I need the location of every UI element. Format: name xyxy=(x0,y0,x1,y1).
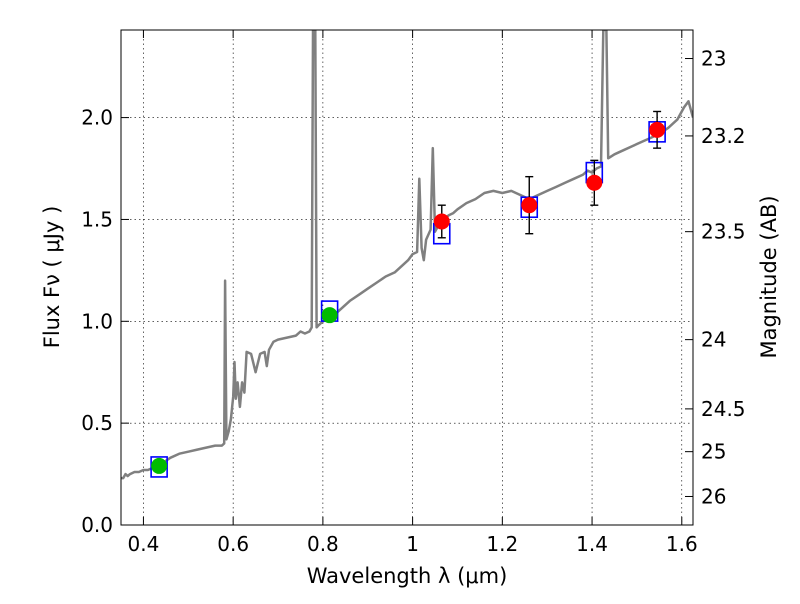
right-axis-label: Magnitude (AB) xyxy=(757,195,781,358)
right-tick-label: 23.2 xyxy=(701,124,746,148)
y-tick-label: 0.0 xyxy=(81,513,113,537)
x-tick-label: 0.8 xyxy=(307,532,339,556)
y-tick-label: 1.0 xyxy=(81,309,113,333)
y-tick-label: 1.5 xyxy=(81,207,113,231)
observed-point xyxy=(151,457,168,474)
observed-point xyxy=(649,121,666,138)
right-tick-label: 25 xyxy=(701,440,726,464)
x-tick-label: 1.4 xyxy=(576,532,608,556)
observed-point xyxy=(433,213,450,230)
y-tick-label: 2.0 xyxy=(81,106,113,130)
right-tick-label: 23.5 xyxy=(701,220,746,244)
y-axis-label: Flux Fν ( μJy ) xyxy=(40,206,64,349)
x-tick-label: 1.6 xyxy=(666,532,698,556)
observed-point xyxy=(321,307,338,324)
plot-area xyxy=(121,30,693,480)
x-tick-label: 1.2 xyxy=(486,532,518,556)
ticks: 0.4 0.6 0.8 1 1.2 1.4 1.6 0.0 0.5 1.0 1.5 2.0 23 23.2… xyxy=(81,30,746,556)
observed-point xyxy=(521,197,538,214)
model-flux-box xyxy=(150,456,168,478)
x-axis-label: Wavelength λ (μm) xyxy=(307,564,508,588)
spectrum-line xyxy=(121,30,693,480)
observed-point xyxy=(586,174,603,191)
x-tick-label: 0.4 xyxy=(128,532,160,556)
x-tick-label: 0.6 xyxy=(217,532,249,556)
plot-background xyxy=(121,30,693,525)
plot-frame xyxy=(120,29,694,526)
y-tick-label: 0.5 xyxy=(81,411,113,435)
right-tick-label: 26 xyxy=(701,484,726,508)
right-tick-label: 23 xyxy=(701,47,726,71)
right-tick-label: 24 xyxy=(701,328,726,352)
x-tick-label: 1 xyxy=(406,532,419,556)
right-tick-label: 24.5 xyxy=(701,397,746,421)
